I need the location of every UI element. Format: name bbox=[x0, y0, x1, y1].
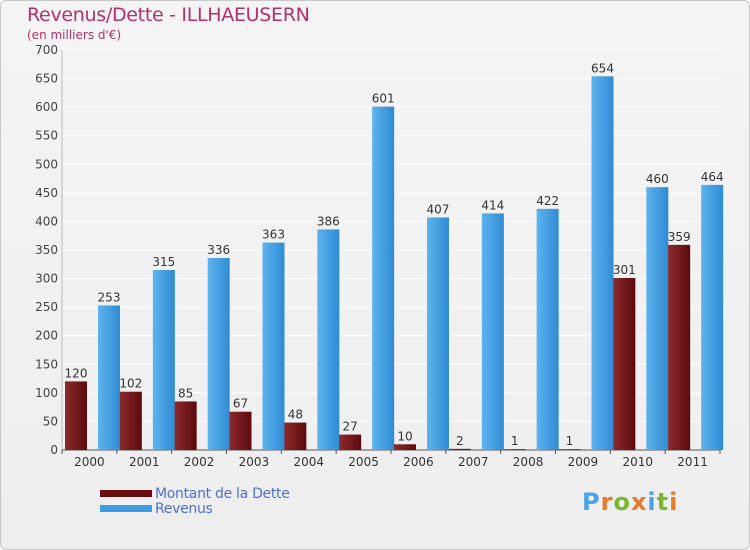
data-label-revenus: 422 bbox=[536, 194, 559, 208]
data-label-dette: 301 bbox=[613, 263, 636, 277]
logo-letter: r bbox=[600, 488, 614, 516]
data-label-revenus: 414 bbox=[481, 198, 504, 212]
data-label-revenus: 601 bbox=[372, 92, 395, 106]
data-label-revenus: 386 bbox=[317, 214, 340, 228]
bar-revenus bbox=[317, 229, 340, 450]
data-label-revenus: 407 bbox=[427, 202, 450, 216]
logo-letter: x bbox=[630, 488, 648, 516]
x-tick-label: 2003 bbox=[239, 455, 270, 469]
y-tick-label: 600 bbox=[35, 100, 58, 114]
legend-swatch-dette bbox=[100, 490, 152, 497]
y-tick-label: 150 bbox=[35, 357, 58, 371]
logo-letter: i bbox=[669, 488, 679, 516]
y-tick-label: 100 bbox=[35, 386, 58, 400]
y-tick-label: 0 bbox=[50, 443, 58, 457]
data-label-revenus: 253 bbox=[98, 290, 121, 304]
x-tick-label: 2010 bbox=[622, 455, 653, 469]
bar-dette bbox=[668, 244, 691, 450]
data-label-dette: 85 bbox=[178, 386, 193, 400]
bar-dette bbox=[394, 444, 416, 450]
x-tick-label: 2009 bbox=[568, 455, 599, 469]
data-label-revenus: 363 bbox=[262, 228, 285, 242]
bar-revenus bbox=[427, 217, 449, 450]
data-label-revenus: 464 bbox=[701, 170, 724, 184]
y-tick-label: 250 bbox=[35, 300, 58, 314]
bar-dette bbox=[503, 449, 526, 450]
logo-letter: P bbox=[582, 488, 601, 516]
y-tick-label: 550 bbox=[35, 129, 58, 143]
bar-dette bbox=[119, 391, 142, 450]
y-tick-label: 700 bbox=[35, 43, 58, 57]
data-label-dette: 48 bbox=[288, 408, 303, 422]
bar-revenus bbox=[536, 208, 559, 450]
bar-dette bbox=[284, 422, 307, 450]
legend-label-dette: Montant de la Dette bbox=[155, 486, 290, 502]
y-tick-label: 500 bbox=[35, 157, 58, 171]
bar-dette bbox=[448, 448, 471, 450]
proxiti-logo: Proxiti bbox=[582, 488, 678, 516]
data-label-dette: 120 bbox=[65, 366, 88, 380]
x-tick-label: 2007 bbox=[458, 455, 489, 469]
data-label-dette: 2 bbox=[456, 434, 464, 448]
logo-letter: t bbox=[656, 488, 670, 516]
bar-revenus bbox=[98, 305, 120, 450]
x-tick-label: 2011 bbox=[677, 455, 708, 469]
data-label-dette: 27 bbox=[343, 420, 358, 434]
bar-dette bbox=[174, 401, 197, 450]
data-label-dette: 359 bbox=[668, 230, 691, 244]
y-tick-label: 350 bbox=[35, 243, 58, 257]
x-tick-label: 2002 bbox=[184, 455, 215, 469]
bar-revenus bbox=[372, 106, 395, 451]
logo-letter: i bbox=[647, 488, 657, 516]
bar-revenus bbox=[481, 213, 504, 450]
y-tick-label: 200 bbox=[35, 329, 58, 343]
chart-subtitle: (en milliers d'€) bbox=[27, 28, 122, 42]
x-tick-label: 2000 bbox=[74, 455, 105, 469]
bar-revenus bbox=[207, 258, 230, 450]
y-tick-label: 450 bbox=[35, 186, 58, 200]
y-tick-label: 50 bbox=[43, 414, 58, 428]
legend-swatch-revenus bbox=[100, 505, 152, 512]
x-tick-label: 2004 bbox=[293, 455, 324, 469]
data-label-dette: 1 bbox=[511, 434, 519, 448]
x-tick-label: 2006 bbox=[403, 455, 434, 469]
data-label-dette: 67 bbox=[233, 397, 248, 411]
x-tick-label: 2001 bbox=[129, 455, 160, 469]
bar-dette bbox=[229, 411, 252, 450]
bar-revenus bbox=[701, 184, 724, 450]
logo-letter: o bbox=[613, 488, 631, 516]
data-label-revenus: 336 bbox=[207, 243, 230, 257]
x-tick-label: 2005 bbox=[348, 455, 379, 469]
bar-dette bbox=[339, 434, 362, 450]
data-label-revenus: 460 bbox=[646, 172, 669, 186]
bar-dette bbox=[558, 449, 581, 450]
legend-label-revenus: Revenus bbox=[155, 501, 213, 517]
bar-dette bbox=[65, 381, 87, 450]
y-tick-label: 650 bbox=[35, 72, 58, 86]
bar-revenus bbox=[591, 76, 614, 451]
data-label-revenus: 654 bbox=[591, 61, 614, 75]
bar-revenus bbox=[646, 187, 669, 450]
y-tick-label: 300 bbox=[35, 272, 58, 286]
x-tick-label: 2008 bbox=[513, 455, 544, 469]
data-label-revenus: 315 bbox=[152, 255, 175, 269]
data-label-dette: 102 bbox=[119, 377, 142, 391]
bar-revenus bbox=[262, 242, 285, 450]
chart-title: Revenus/Dette - ILLHAEUSERN bbox=[27, 4, 310, 26]
bar-revenus bbox=[152, 270, 175, 450]
data-label-dette: 10 bbox=[397, 429, 412, 443]
y-tick-label: 400 bbox=[35, 214, 58, 228]
data-label-dette: 1 bbox=[566, 434, 574, 448]
bar-dette bbox=[613, 278, 636, 450]
